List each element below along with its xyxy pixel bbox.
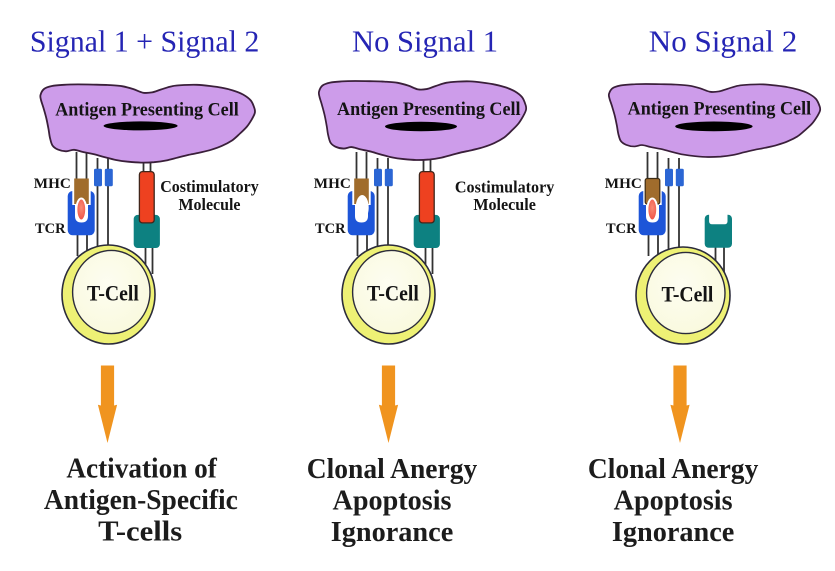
svg-text:Antigen Presenting Cell: Antigen Presenting Cell [628,99,812,120]
svg-text:T-cells: T-cells [98,517,182,548]
svg-text:TCR: TCR [35,221,66,237]
svg-text:Costimulatory: Costimulatory [160,177,259,196]
svg-text:T-Cell: T-Cell [367,281,419,306]
svg-text:Activation of: Activation of [66,454,217,485]
svg-text:Molecule: Molecule [179,195,241,214]
svg-text:T-Cell: T-Cell [662,282,714,307]
svg-text:Antigen Presenting Cell: Antigen Presenting Cell [337,99,521,120]
svg-text:T-Cell: T-Cell [87,281,139,306]
svg-text:Apoptosis: Apoptosis [333,486,452,517]
svg-text:No Signal 2: No Signal 2 [649,24,798,59]
svg-text:Antigen Presenting Cell: Antigen Presenting Cell [55,99,239,120]
svg-text:No Signal 1: No Signal 1 [352,24,498,59]
svg-text:Costimulatory: Costimulatory [455,177,555,196]
svg-text:Molecule: Molecule [473,195,536,214]
svg-text:TCR: TCR [315,221,346,237]
svg-text:Clonal Anergy: Clonal Anergy [307,454,478,485]
svg-text:MHC: MHC [314,176,351,192]
svg-text:Signal 1 + Signal 2: Signal 1 + Signal 2 [30,24,260,59]
svg-text:Antigen-Specific: Antigen-Specific [44,485,238,516]
svg-text:TCR: TCR [606,221,637,237]
svg-text:MHC: MHC [605,176,642,192]
svg-text:Ignorance: Ignorance [331,517,454,548]
svg-text:MHC: MHC [34,176,71,192]
svg-text:Ignorance: Ignorance [612,517,735,548]
svg-text:Apoptosis: Apoptosis [614,486,733,517]
svg-text:Clonal Anergy: Clonal Anergy [588,454,759,485]
